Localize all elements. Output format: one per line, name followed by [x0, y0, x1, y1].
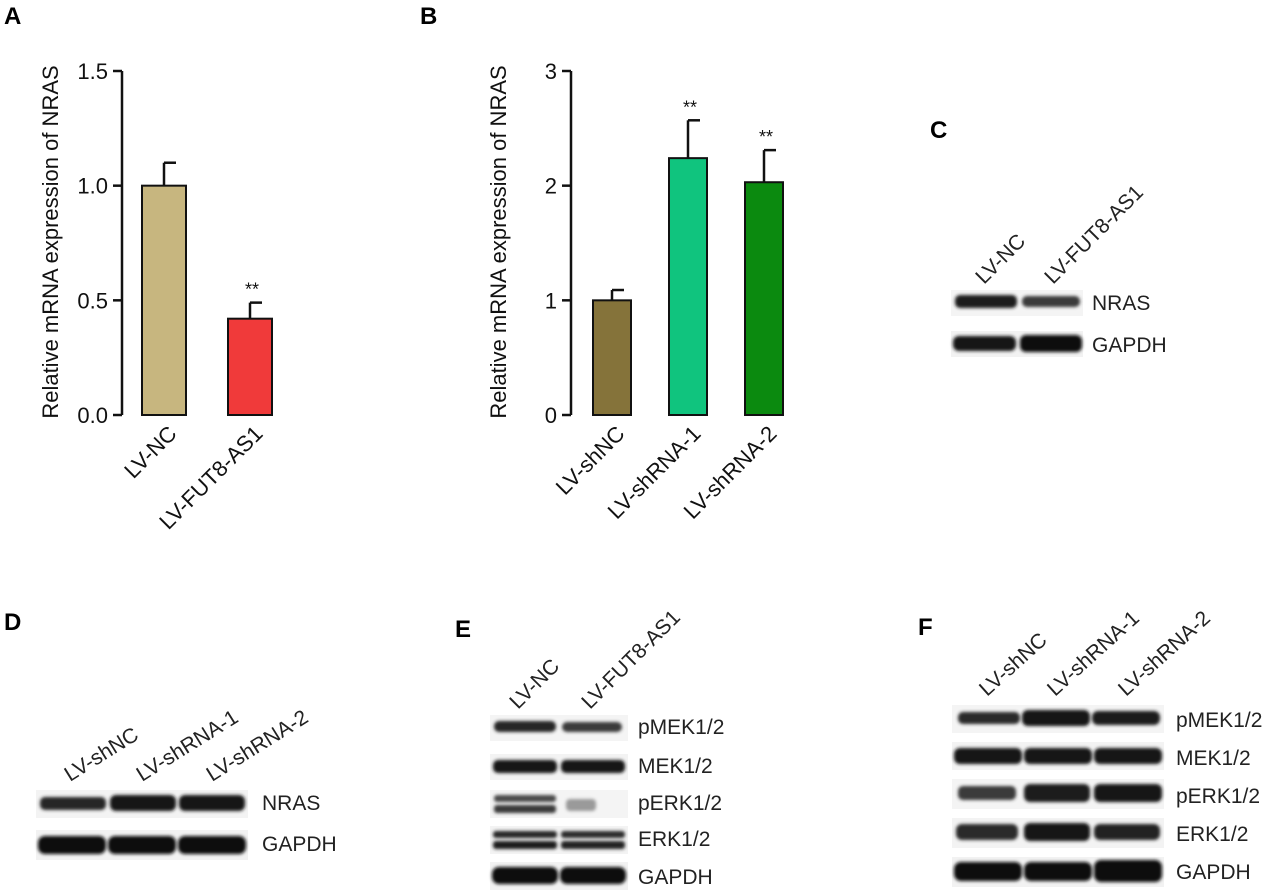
blot-c-lane-2: LV-FUT8-AS1: [1040, 181, 1148, 289]
blot-d-protein-gapdh: GAPDH: [262, 833, 337, 856]
blot-d-band: [179, 795, 245, 811]
chart-b: Relative mRNA expression of NRAS 0 1 2 3 LV…: [486, 59, 784, 524]
chart-a-significance-label: **: [245, 280, 259, 300]
blot-c-lane-1: LV-NC: [971, 230, 1030, 289]
blot-f-band: [958, 786, 1016, 800]
blot-e-band: [492, 867, 558, 884]
blot-f-band: [956, 824, 1018, 840]
blot-e-protein-mek: MEK1/2: [638, 755, 713, 778]
blot-f-band: [1024, 862, 1092, 881]
blot-e-band: [494, 795, 556, 802]
blot-e-band: [561, 760, 625, 773]
blot-e-strip-3: [490, 790, 628, 818]
blot-e-protein-perk: pERK1/2: [638, 792, 722, 815]
blot-c: LV-NC LV-FUT8-AS1 NRAS GAPDH: [951, 181, 1167, 357]
blot-e-band: [493, 841, 557, 849]
blot-f-band: [954, 748, 1022, 764]
blot-f-band: [1024, 784, 1090, 802]
blot-f-band: [1094, 784, 1162, 802]
blot-d: LV-shNC LV-shRNA-1 LV-shRNA-2 NRAS GAPDH: [36, 706, 337, 860]
blot-e-band: [493, 831, 557, 838]
blot-f-band: [1092, 711, 1160, 725]
chart-b-ytick-label: 0: [545, 403, 557, 428]
chart-b-bar: [668, 157, 708, 416]
chart-b-significance-label: **: [683, 97, 697, 117]
blot-f-protein-gapdh: GAPDH: [1176, 861, 1251, 884]
chart-a: Relative mRNA expression of NRAS 0.0 0.5 1…: [38, 59, 273, 534]
blot-e-band: [560, 867, 626, 884]
chart-a-ytick-label: 1.5: [77, 59, 108, 84]
blot-d-lane-1: LV-shNC: [60, 723, 142, 786]
blot-f-band: [1024, 823, 1090, 841]
blot-e-band: [561, 831, 625, 838]
blot-c-band: [955, 295, 1017, 308]
chart-b-ytick-label: 3: [545, 59, 557, 84]
chart-a-bar: [227, 317, 273, 416]
blot-e: LV-NC LV-FUT8-AS1 pMEK1/2 MEK1/2 pERK1/2…: [490, 606, 724, 890]
blot-f-protein-mek: MEK1/2: [1176, 747, 1251, 770]
blot-f-band: [1094, 824, 1160, 840]
blot-e-lane-1: LV-NC: [505, 655, 564, 714]
blot-e-band: [566, 799, 596, 811]
panel-letter-e: E: [455, 616, 471, 643]
chart-b-ytick-label: 1: [545, 288, 557, 313]
chart-a-ytick-label: 0.5: [77, 288, 108, 313]
blot-f-band: [1022, 710, 1090, 726]
blot-d-protein-nras: NRAS: [262, 792, 320, 815]
blot-d-band: [108, 836, 176, 854]
blot-d-band: [40, 797, 106, 810]
blot-e-band: [494, 721, 556, 732]
panel-letter-a: A: [4, 3, 21, 30]
blot-e-strip-4: [490, 826, 628, 854]
blot-c-band: [953, 336, 1016, 351]
blot-f-lane-1: LV-shNC: [975, 628, 1052, 700]
blot-f-protein-pmek: pMEK1/2: [1176, 709, 1262, 732]
chart-b-bar: [592, 299, 632, 417]
blot-f-band: [958, 712, 1020, 724]
blot-e-band: [562, 722, 622, 732]
panel-letter-d: D: [4, 609, 21, 636]
blot-f-band: [1094, 860, 1162, 882]
chart-b-significance-label: **: [759, 127, 773, 147]
blot-c-protein-nras: NRAS: [1092, 292, 1150, 315]
blot-e-protein-gapdh: GAPDH: [638, 866, 713, 889]
blot-d-band: [178, 836, 246, 854]
blot-d-band: [38, 836, 106, 854]
blot-e-protein-erk: ERK1/2: [638, 828, 710, 851]
chart-a-category-label: LV-NC: [119, 421, 181, 483]
blot-c-band: [1022, 296, 1080, 307]
blot-e-band: [493, 760, 557, 773]
blot-f-band: [1094, 748, 1162, 764]
chart-a-ylabel: Relative mRNA expression of NRAS: [38, 65, 63, 418]
blot-e-lane-2: LV-FUT8-AS1: [577, 606, 685, 714]
blot-e-band: [494, 805, 556, 813]
blot-c-band: [1020, 335, 1082, 352]
chart-b-ytick-label: 2: [545, 174, 557, 199]
blot-f-protein-perk: pERK1/2: [1176, 785, 1260, 808]
chart-a-bar: [141, 184, 187, 416]
blot-f: LV-shNC LV-shRNA-1 LV-shRNA-2 pMEK1/2 ME…: [952, 607, 1262, 887]
chart-b-category-label: LV-shNC: [551, 421, 630, 500]
panel-letter-c: C: [930, 117, 947, 144]
blot-e-band: [561, 841, 625, 849]
blot-e-protein-pmek: pMEK1/2: [638, 716, 724, 739]
chart-b-ylabel: Relative mRNA expression of NRAS: [486, 65, 511, 418]
chart-a-ytick-label: 1.0: [77, 174, 108, 199]
blot-f-band: [1024, 748, 1092, 764]
blot-d-band: [110, 795, 176, 811]
blot-f-protein-erk: ERK1/2: [1176, 823, 1248, 846]
blot-f-band: [954, 862, 1022, 881]
panel-letter-f: F: [918, 614, 933, 641]
chart-b-bar: [744, 181, 784, 416]
blot-c-protein-gapdh: GAPDH: [1092, 334, 1167, 357]
panel-letter-b: B: [420, 3, 437, 30]
chart-a-ytick-label: 0.0: [77, 403, 108, 428]
